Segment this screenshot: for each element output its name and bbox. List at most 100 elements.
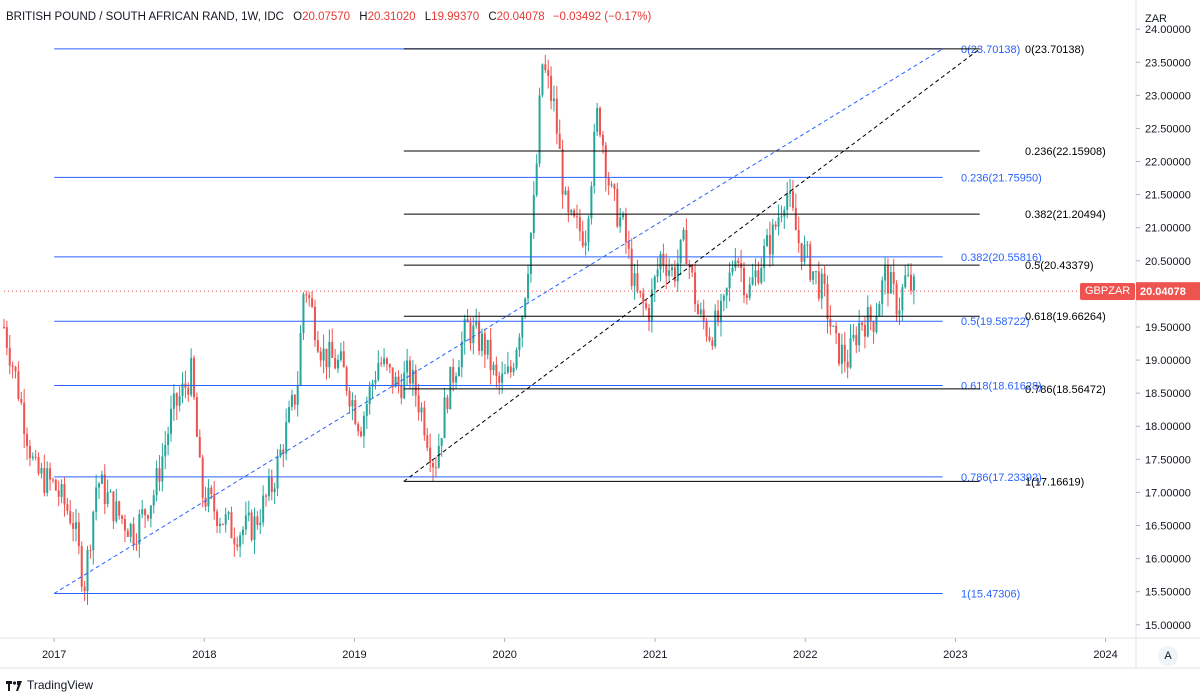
candle-body <box>705 321 708 337</box>
candle-body <box>783 209 786 217</box>
fib-blue-level-label: 0.618(18.61628) <box>961 380 1042 392</box>
candle-body <box>377 362 380 380</box>
candle-body <box>774 224 777 227</box>
candle-body <box>432 462 435 468</box>
price-tick-label: 24.00000 <box>1145 24 1191 36</box>
fib-blue-level-label: 0(23.70138) <box>961 44 1020 56</box>
candle-body <box>325 348 328 368</box>
open-value: 20.07570 <box>302 11 351 23</box>
candle-body <box>624 213 627 243</box>
candle-body <box>455 376 458 383</box>
high-value: 20.31020 <box>367 11 416 23</box>
candle-body <box>832 325 835 327</box>
candle-body <box>262 495 265 523</box>
candle-body <box>863 324 866 337</box>
candle-body <box>362 415 365 437</box>
candle-body <box>547 70 550 76</box>
time-tick-label: 2017 <box>42 649 66 661</box>
candle-body <box>803 244 806 262</box>
change-value: −0.03492 (−0.17%) <box>552 11 652 23</box>
candle-body <box>869 306 872 322</box>
candle-body <box>552 98 555 102</box>
candle-body <box>809 244 812 280</box>
price-tick-label: 18.00000 <box>1145 421 1191 433</box>
candle-body <box>3 326 5 328</box>
candle-body <box>213 494 216 512</box>
candle-body <box>757 270 760 283</box>
candle-body <box>567 190 570 213</box>
candle-body <box>308 295 311 299</box>
auto-scale-button[interactable]: A <box>1158 646 1178 666</box>
candle-body <box>135 544 138 546</box>
candle-body <box>780 216 783 218</box>
fib-blue-level-label: 0.786(17.23392) <box>961 472 1042 484</box>
candle-body <box>460 341 463 368</box>
candle-body <box>515 349 518 368</box>
candle-body <box>504 372 507 374</box>
candle-body <box>210 487 213 495</box>
last-price-label: 20.04078 <box>1140 286 1186 298</box>
brand-name[interactable]: TradingView <box>27 678 94 692</box>
candle-body <box>290 394 293 408</box>
candle-body <box>742 268 745 296</box>
candle-body <box>279 449 282 457</box>
candle-body <box>170 408 173 434</box>
candle-body <box>89 549 92 551</box>
candle-body <box>337 359 340 369</box>
candle-body <box>584 242 587 246</box>
candle-body <box>293 394 296 405</box>
candle-body <box>195 397 198 437</box>
price-tick-label: 22.00000 <box>1145 157 1191 169</box>
candle-body <box>861 322 864 325</box>
candle-body <box>852 334 855 339</box>
candle-body <box>696 304 699 315</box>
candle-body <box>351 400 354 407</box>
price-tick-label: 17.50000 <box>1145 454 1191 466</box>
candle-body <box>270 477 273 493</box>
fib-black-level-label: 0.618(19.66264) <box>1025 311 1106 323</box>
candle-body <box>265 495 268 497</box>
candle-body <box>316 340 319 352</box>
candle-body <box>63 483 66 505</box>
candle-body <box>437 445 440 468</box>
candle-body <box>149 505 152 519</box>
candle-body <box>725 288 728 296</box>
candle-body <box>892 271 895 284</box>
candle-body <box>250 512 253 540</box>
candle-body <box>849 338 852 368</box>
candle-body <box>544 64 547 71</box>
candle-body <box>895 283 898 315</box>
candle-body <box>486 339 489 355</box>
fib-blue-level-label: 0.5(19.58722) <box>961 316 1030 328</box>
fib-black-level-label: 0.5(20.43379) <box>1025 260 1094 272</box>
fib-blue-level-label: 0.382(20.55816) <box>961 252 1042 264</box>
candle-body <box>564 190 567 195</box>
candle-body <box>875 316 878 332</box>
candle-body <box>155 468 158 496</box>
candle-body <box>596 107 599 132</box>
candle-body <box>501 373 504 383</box>
candle-body <box>227 512 230 515</box>
fib-black-level-label: 0.382(21.20494) <box>1025 209 1106 221</box>
candle-body <box>132 523 135 545</box>
candle-body <box>575 216 578 218</box>
price-tick-label: 21.50000 <box>1145 190 1191 202</box>
candle-body <box>731 267 734 273</box>
candle-body <box>570 210 573 213</box>
candle-body <box>737 260 740 263</box>
candle-body <box>457 367 460 377</box>
candle-body <box>538 95 541 164</box>
candle-body <box>777 217 780 227</box>
candle-body <box>49 468 52 480</box>
candle-body <box>452 366 455 383</box>
candle-body <box>95 487 98 512</box>
candle-body <box>630 248 633 286</box>
candle-body <box>835 325 838 334</box>
candle-body <box>98 483 101 488</box>
candle-body <box>653 276 656 290</box>
candle-body <box>550 75 553 102</box>
candle-body <box>109 491 112 493</box>
candle-body <box>748 284 751 298</box>
